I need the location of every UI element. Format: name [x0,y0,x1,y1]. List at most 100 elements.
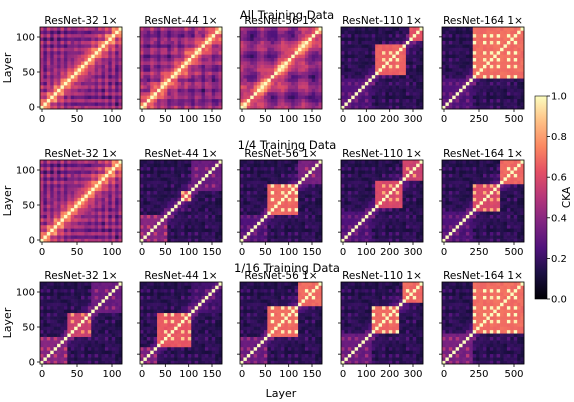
heatmap-cell [489,88,494,93]
heatmap-cell [301,37,306,41]
heatmap-cell [218,47,223,52]
heatmap-cell [318,95,323,100]
heatmap-cell [500,81,504,86]
heatmap-cell [358,88,362,93]
heatmap-cell [388,71,393,76]
heatmap-cell [167,190,172,195]
heatmap-cell [191,88,195,93]
heatmap-cell [146,218,151,222]
heatmap-cell [67,238,72,243]
heatmap-cell [87,71,92,76]
heatmap-cell [500,57,504,62]
heatmap-cell [304,61,309,65]
heatmap-cell [517,74,521,79]
heatmap-cell [243,74,248,79]
heatmap-cell [46,194,51,198]
heatmap-cell [150,187,154,192]
heatmap-cell [153,173,158,178]
heatmap-cell [98,33,102,38]
heatmap-cell [74,183,78,188]
heatmap-cell [277,27,282,31]
heatmap-cell [174,33,178,38]
heatmap-cell [167,81,172,86]
heatmap-cell [160,95,165,100]
heatmap-cell [53,163,58,168]
heatmap-cell [399,102,403,106]
heatmap-cell [243,102,248,106]
heatmap-cell [445,102,450,106]
heatmap-cell [304,102,309,106]
heatmap-cell [104,221,109,226]
heatmap-cell [284,40,289,45]
heatmap-cell [291,85,295,89]
heatmap-cell [315,74,319,79]
heatmap-cell [98,54,102,59]
heatmap-cell [284,231,289,236]
heatmap-cell [91,74,95,79]
heatmap-cell [63,190,68,195]
heatmap-cell [50,180,54,185]
heatmap-cell [104,163,109,168]
heatmap-cell [267,204,272,209]
heatmap-cell [416,57,420,62]
heatmap-cell [517,98,521,103]
heatmap-cell [257,98,261,103]
heatmap-cell [308,71,313,76]
heatmap-cell [118,50,123,55]
heatmap-cell [399,57,403,62]
heatmap-cell [263,44,268,48]
heatmap-cell [77,47,82,52]
heatmap-cell [253,228,258,233]
heatmap-cell [402,61,407,65]
heatmap-cell [218,204,223,209]
heatmap-cell [94,88,99,93]
heatmap-cell [218,44,223,48]
heatmap-cell [146,177,151,181]
heatmap-cell [153,40,158,45]
heatmap-cell [150,190,154,195]
heatmap-cell [57,194,61,198]
heatmap-cell [263,235,268,239]
heatmap-cell [211,33,216,38]
heatmap-cell [392,61,396,65]
heatmap-cell [184,33,189,38]
heatmap-cell [157,228,161,233]
heatmap-cell [108,180,113,185]
heatmap-cell [253,231,258,236]
heatmap-cell [218,201,223,205]
heatmap-cell [517,105,521,110]
heatmap-cell [40,71,44,76]
heatmap-cell [181,33,185,38]
heatmap-cell [315,88,319,93]
heatmap-cell [240,214,244,219]
heatmap-cell [215,44,219,48]
heatmap-cell [104,91,109,96]
heatmap-cell [87,235,92,239]
heatmap-cell [184,228,189,233]
heatmap-cell [57,207,61,212]
heatmap-cell [146,91,151,96]
heatmap-cell [368,214,373,219]
heatmap-cell [150,44,154,48]
heatmap-cell [211,71,216,76]
heatmap-cell [304,197,309,202]
heatmap-cell [506,98,511,103]
heatmap-cell [344,40,349,45]
heatmap-cell [74,98,78,103]
heatmap-cell [57,85,61,89]
heatmap-cell [77,173,82,178]
heatmap-cell [157,194,161,198]
heatmap-cell [160,50,165,55]
heatmap-cell [371,57,376,62]
heatmap-cell [315,85,319,89]
heatmap-cell [101,163,106,168]
heatmap-cell [361,197,366,202]
heatmap-cell [315,221,319,226]
heatmap-cell [194,37,199,41]
heatmap-cell [315,211,319,215]
heatmap-cell [243,231,248,236]
heatmap-cell [371,40,376,45]
heatmap-cell [208,105,213,110]
heatmap-cell [204,238,209,243]
heatmap-cell [506,91,511,96]
